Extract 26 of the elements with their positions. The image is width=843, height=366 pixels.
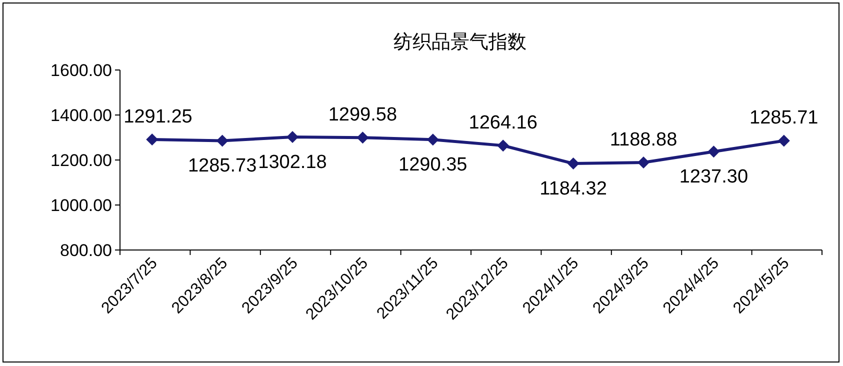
point: [426, 134, 439, 146]
data-label: 1184.32: [540, 178, 607, 200]
y-tick-label: 1200.00: [50, 151, 112, 170]
data-label: 1290.35: [398, 154, 468, 176]
data-label: 1302.18: [258, 152, 327, 174]
point: [286, 131, 298, 144]
point: [497, 140, 510, 152]
data-label: 1285.71: [750, 108, 818, 129]
point: [356, 132, 369, 144]
y-tick-label: 800.00: [60, 241, 112, 260]
point: [567, 158, 580, 170]
point: [778, 134, 790, 147]
y-tick-label: 1400.00: [50, 106, 112, 125]
data-label: 1188.88: [610, 130, 678, 150]
point: [638, 156, 650, 168]
y-tick-label: 1600.00: [50, 61, 112, 80]
data-label: 1264.16: [468, 112, 538, 134]
point: [216, 134, 228, 147]
y-tick-label: 1000.00: [50, 196, 112, 215]
chart-title: 纺织品景气指数: [394, 32, 526, 53]
data-label: 1285.73: [188, 156, 257, 177]
data-label: 1299.58: [328, 104, 398, 126]
point: [708, 146, 720, 158]
data-label: 1291.25: [124, 106, 192, 128]
data-label: 1237.30: [679, 166, 748, 188]
point: [146, 133, 158, 146]
